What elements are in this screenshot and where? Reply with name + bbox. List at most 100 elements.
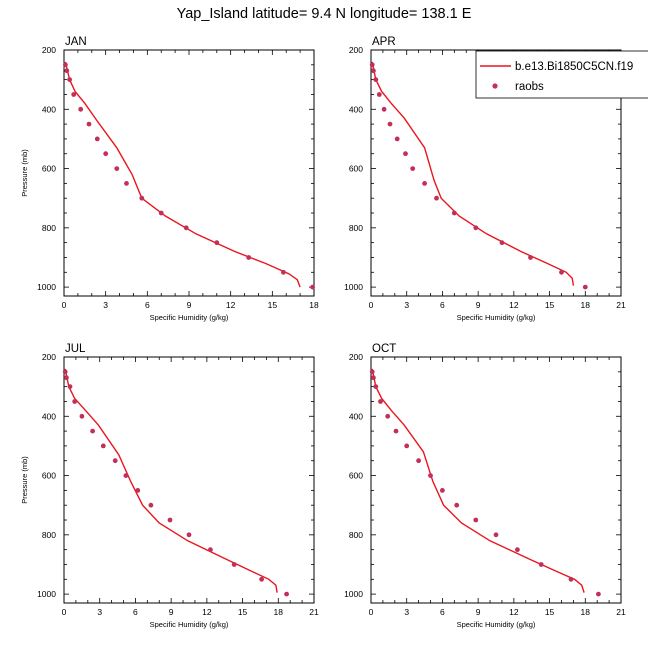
legend-entry-model: b.e13.Bi1850C5CN.f19	[515, 61, 633, 73]
raobs-point	[369, 62, 375, 68]
raobs-point	[135, 488, 141, 493]
legend: b.e13.Bi1850C5CN.f19 raobs	[475, 50, 648, 99]
y-tick-label: 400	[349, 104, 363, 114]
y-tick-label: 400	[349, 411, 363, 421]
x-tick-label: 6	[133, 607, 138, 617]
raobs-point	[64, 375, 69, 381]
raobs-point	[528, 255, 533, 260]
plot-frame	[63, 49, 315, 297]
x-tick-label: 12	[202, 607, 212, 617]
y-tick-label: 1000	[344, 589, 363, 599]
y-tick-label: 200	[42, 352, 56, 362]
x-tick-label: 3	[404, 607, 409, 617]
legend-box	[475, 50, 648, 99]
legend-marker-swatch	[492, 83, 498, 89]
panel-jul: 0 3 6 9 12 15 18 21 200 400 600 800 1000 JUL Specific …	[20, 343, 319, 629]
raobs-point	[440, 488, 445, 493]
panel-label: APR	[372, 36, 396, 48]
x-tick-label: 9	[169, 607, 174, 617]
y-axis-label: Pressure (mb)	[20, 456, 29, 504]
x-tick-label: 9	[476, 300, 481, 310]
x-axis-label: Specific Humidity (g/kg)	[150, 313, 229, 322]
model-profile-line	[371, 368, 585, 593]
raobs-point	[72, 399, 78, 404]
y-tick-label: 600	[349, 471, 363, 481]
y-tick-label: 800	[42, 530, 56, 540]
raobs-point	[112, 458, 118, 464]
x-tick-label: 15	[238, 607, 248, 617]
y-tick-label: 200	[349, 352, 363, 362]
panel-label: JUL	[65, 343, 86, 355]
raobs-point	[123, 473, 129, 478]
raobs-point	[378, 399, 383, 404]
y-axis-label: Pressure (mb)	[20, 149, 29, 197]
raobs-point	[284, 591, 289, 597]
raobs-point	[114, 166, 120, 172]
x-tick-label: 18	[274, 607, 284, 617]
raobs-point	[473, 517, 479, 523]
x-tick-label: 3	[97, 607, 102, 617]
raobs-point	[208, 547, 213, 553]
raobs-point	[371, 68, 376, 74]
x-tick-label: 12	[226, 300, 236, 310]
model-profile-line	[64, 61, 301, 288]
panel-oct: 0 3 6 9 12 15 18 21 200 400 600 800 1000 OCT Specific …	[344, 343, 626, 629]
model-profile-line	[64, 368, 278, 593]
figure-title: Yap_Island latitude= 9.4 N longitude= 13…	[176, 6, 472, 22]
x-tick-label: 18	[309, 300, 319, 310]
x-tick-label: 18	[581, 607, 591, 617]
raobs-point	[90, 428, 95, 434]
y-tick-label: 400	[42, 104, 56, 114]
raobs-point	[100, 443, 106, 449]
legend-entry-raobs: raobs	[515, 81, 544, 93]
raobs-point	[63, 62, 68, 68]
raobs-point	[515, 547, 520, 553]
x-tick-label: 18	[581, 300, 591, 310]
raobs-point	[79, 413, 85, 419]
raobs-point	[568, 576, 574, 582]
raobs-point	[139, 195, 145, 201]
x-tick-label: 6	[145, 300, 150, 310]
x-tick-label: 0	[369, 607, 374, 617]
raobs-point	[428, 473, 433, 478]
plot-frame	[370, 49, 622, 297]
x-tick-label: 6	[440, 607, 445, 617]
raobs-point	[124, 181, 129, 186]
x-axis-label: Specific Humidity (g/kg)	[457, 620, 536, 629]
raobs-point	[394, 136, 400, 142]
raobs-point	[434, 195, 439, 201]
panel-label: OCT	[372, 343, 396, 355]
x-tick-label: 9	[476, 607, 481, 617]
raobs-point	[310, 284, 315, 290]
x-tick-label: 3	[404, 300, 409, 310]
panel-jan: 0 3 6 9 12 15 18 200 400 600 800 1000 JAN Specific Hu…	[20, 36, 319, 322]
panel-apr: 0 3 6 9 12 15 18 21 200 400 600 800 1000 APR Specific …	[344, 36, 626, 322]
raobs-point	[393, 428, 399, 434]
raobs-point	[78, 106, 84, 112]
y-tick-label: 200	[349, 45, 363, 55]
x-tick-label: 3	[103, 300, 108, 310]
x-tick-label: 21	[309, 607, 319, 617]
raobs-point	[473, 225, 479, 231]
raobs-point	[64, 68, 70, 74]
x-tick-label: 15	[545, 300, 555, 310]
raobs-point	[559, 269, 564, 275]
raobs-point	[369, 369, 375, 375]
x-tick-label: 0	[369, 300, 374, 310]
raobs-point	[454, 502, 460, 508]
raobs-point	[62, 369, 68, 375]
y-tick-label: 600	[349, 164, 363, 174]
raobs-point	[403, 151, 408, 157]
raobs-point	[493, 532, 499, 538]
raobs-point	[259, 576, 264, 582]
raobs-point	[582, 284, 588, 290]
raobs-point	[499, 240, 505, 246]
x-tick-label: 6	[440, 300, 445, 310]
y-tick-label: 800	[349, 223, 363, 233]
raobs-point	[376, 92, 382, 97]
raobs-point	[94, 136, 100, 142]
raobs-point	[371, 375, 376, 381]
raobs-point	[186, 532, 192, 538]
raobs-point	[416, 458, 421, 464]
